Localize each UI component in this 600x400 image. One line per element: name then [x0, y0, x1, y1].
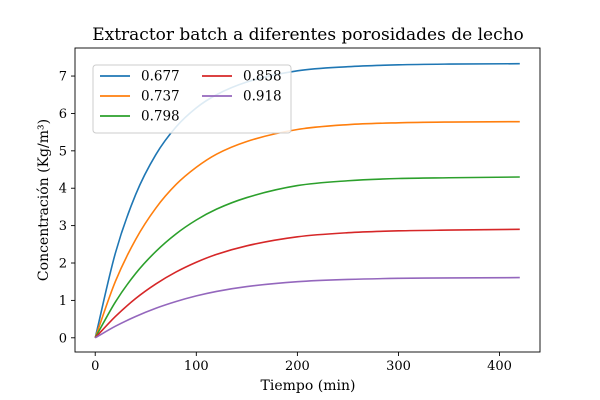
y-tick-label: 0	[59, 331, 67, 346]
x-tick-label: 200	[285, 359, 310, 374]
legend-label: 0.918	[243, 89, 282, 105]
legend: 0.677 0.737 0.798 0.858 0.918	[92, 64, 292, 134]
series-line-3	[94, 176, 520, 339]
series-line-2	[94, 120, 520, 339]
legend-label: 0.858	[243, 69, 282, 85]
legend-frame	[92, 64, 292, 134]
x-tick-label: 400	[487, 359, 512, 374]
y-tick-label: 4	[59, 182, 67, 197]
axes-frame	[74, 47, 541, 353]
y-tick-label: 3	[59, 219, 67, 234]
y-axis-label: Concentración (Kg/m³)	[36, 119, 52, 281]
x-tick-label: 300	[386, 359, 411, 374]
series-line-4	[94, 228, 520, 339]
legend-label: 0.737	[141, 89, 180, 105]
chart-title: Extractor batch a diferentes porosidades…	[92, 25, 524, 45]
y-tick-label: 5	[59, 144, 67, 159]
y-ticks: 0 1 2 3 4 5 6 7	[59, 70, 75, 346]
series-line-5	[94, 276, 520, 339]
y-tick-label: 6	[59, 107, 67, 122]
y-tick-label: 2	[59, 257, 67, 272]
x-axis-label: Tiempo (min)	[261, 378, 356, 394]
legend-label: 0.677	[141, 69, 180, 85]
x-tick-label: 100	[184, 359, 209, 374]
x-ticks: 0 100 200 300 400	[91, 352, 512, 374]
x-tick-label: 0	[91, 359, 99, 374]
y-tick-label: 7	[59, 70, 67, 85]
legend-label: 0.798	[141, 109, 180, 125]
y-tick-label: 1	[59, 294, 67, 309]
